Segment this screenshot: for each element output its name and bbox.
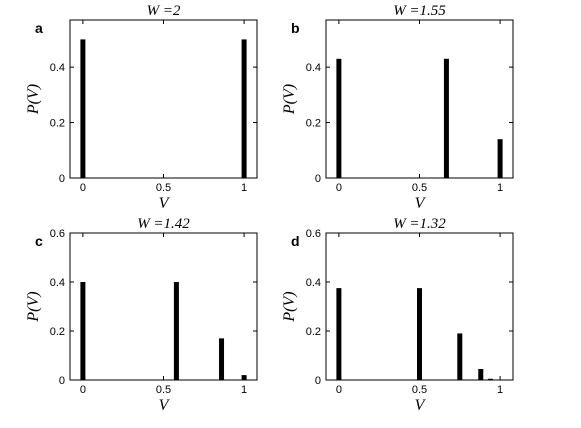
axes-frame xyxy=(69,19,258,179)
x-tick-label: 1 xyxy=(497,384,503,396)
x-axis-label: V xyxy=(415,397,427,414)
panel-title: W =1.55 xyxy=(393,3,446,19)
x-tick-label: 0 xyxy=(336,384,342,396)
y-tick-label: 0.4 xyxy=(50,277,65,289)
panel-title: W =2 xyxy=(147,3,181,19)
x-axis-label: V xyxy=(159,397,171,414)
bar xyxy=(443,58,449,178)
panel-title: W =1.42 xyxy=(137,216,190,232)
panel-letter: c xyxy=(35,233,43,249)
y-axis-label: P(V) xyxy=(25,291,42,322)
y-tick-label: 0 xyxy=(315,173,321,185)
x-tick-label: 0.5 xyxy=(412,384,427,396)
y-tick-label: 0.2 xyxy=(306,326,321,338)
y-tick-label: 0.6 xyxy=(50,228,65,240)
panel-title: W =1.32 xyxy=(393,216,446,232)
y-tick-label: 0.2 xyxy=(50,326,65,338)
y-tick-label: 0 xyxy=(59,375,65,387)
bar xyxy=(487,378,493,380)
bar xyxy=(241,39,247,179)
y-tick-label: 0.4 xyxy=(306,62,321,74)
x-tick-label: 0 xyxy=(80,182,86,194)
bar xyxy=(336,288,342,380)
y-tick-label: 0 xyxy=(59,173,65,185)
axes-frame xyxy=(69,232,258,381)
x-tick-label: 0.5 xyxy=(156,384,171,396)
x-tick-label: 0 xyxy=(80,384,86,396)
y-axis-label: P(V) xyxy=(281,84,298,115)
bar xyxy=(80,282,86,380)
bar xyxy=(173,282,179,380)
y-tick-label: 0.4 xyxy=(306,277,321,289)
panel-letter: d xyxy=(291,233,300,249)
y-axis-label: P(V) xyxy=(25,84,42,115)
y-tick-label: 0.6 xyxy=(306,228,321,240)
panel-letter: a xyxy=(35,20,43,36)
bar xyxy=(80,39,86,179)
x-axis-label: V xyxy=(159,195,171,212)
bar xyxy=(336,58,342,178)
y-tick-label: 0 xyxy=(315,375,321,387)
bar xyxy=(219,338,225,380)
x-tick-label: 1 xyxy=(241,384,247,396)
bar xyxy=(497,139,503,178)
bar xyxy=(478,368,484,380)
y-axis-label: P(V) xyxy=(281,291,298,322)
panel-letter: b xyxy=(291,20,300,36)
x-tick-label: 0.5 xyxy=(156,182,171,194)
y-tick-label: 0.2 xyxy=(306,118,321,130)
x-tick-label: 0 xyxy=(336,182,342,194)
y-tick-label: 0.4 xyxy=(50,62,65,74)
y-tick-label: 0.2 xyxy=(50,118,65,130)
bar xyxy=(457,333,463,380)
axes-frame xyxy=(325,19,514,179)
bar xyxy=(417,288,422,380)
x-tick-label: 1 xyxy=(497,182,503,194)
x-axis-label: V xyxy=(415,195,427,212)
x-tick-label: 1 xyxy=(241,182,247,194)
x-tick-label: 0.5 xyxy=(412,182,427,194)
